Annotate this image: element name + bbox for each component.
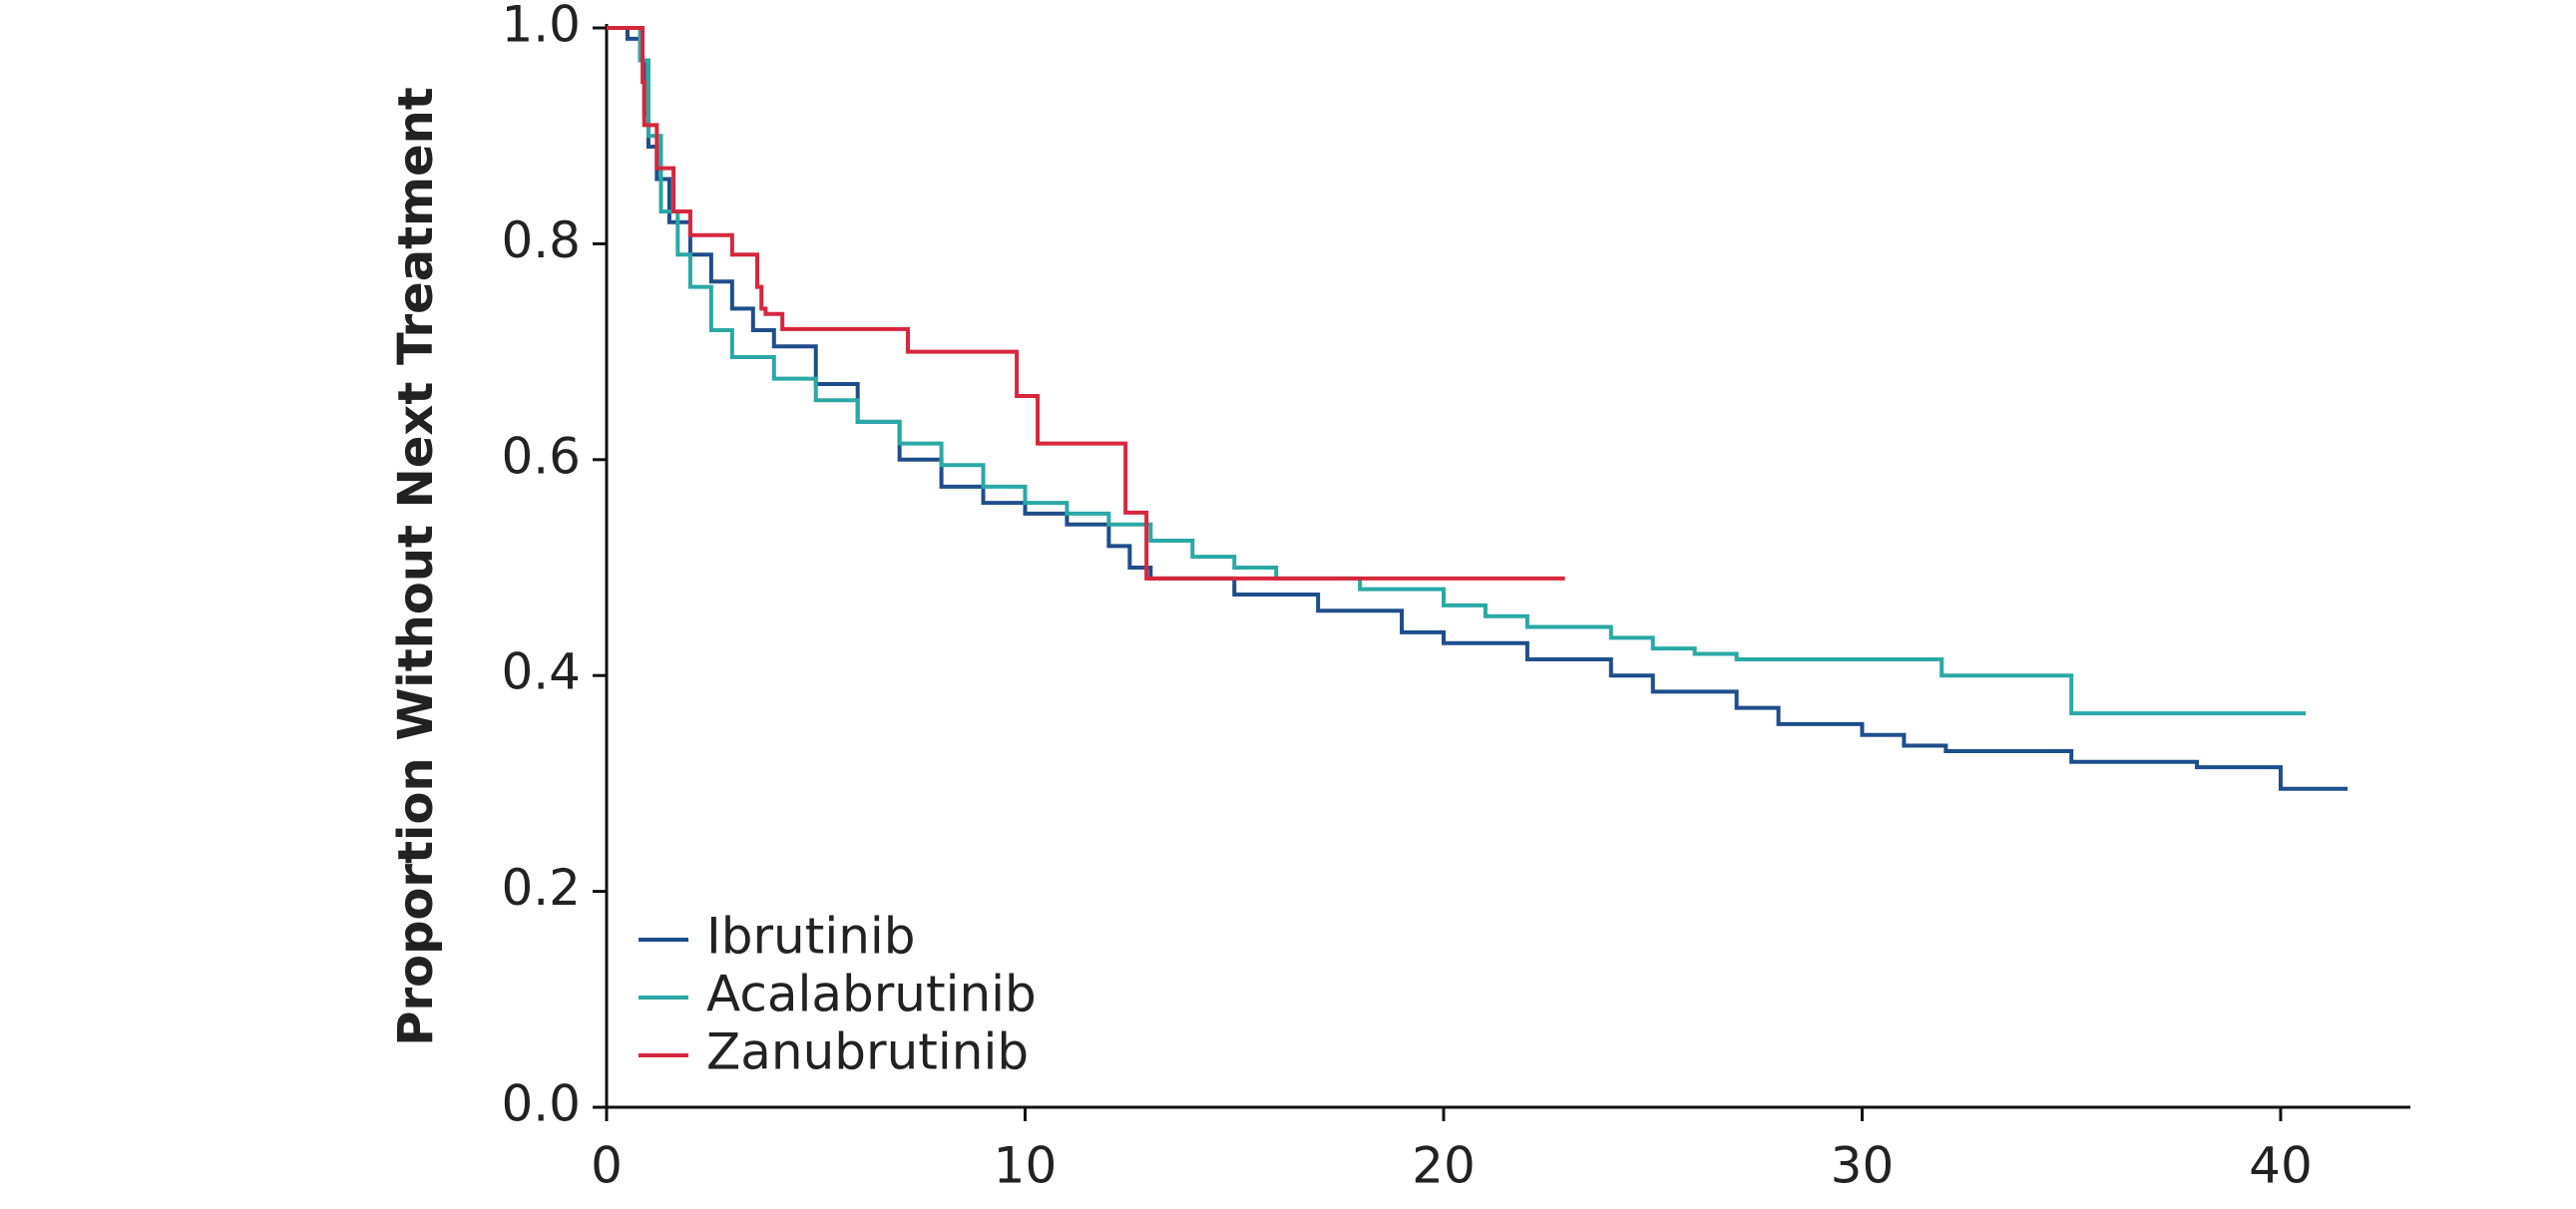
x-tick-label: 20 [1412, 1137, 1476, 1195]
y-tick-label: 0.6 [501, 427, 581, 485]
km-curve [607, 26, 1565, 581]
km-curve [607, 26, 2349, 791]
y-axis-title: Proportion Without Next Treatment [388, 87, 444, 1045]
legend-label: Acalabrutinib [706, 966, 1037, 1023]
y-tick-label: 0.8 [501, 211, 581, 269]
x-tick-label: 10 [994, 1137, 1058, 1195]
y-tick-label: 0.2 [501, 859, 581, 917]
y-tick-label: 0.0 [501, 1075, 581, 1133]
km-curve [607, 26, 2307, 716]
legend-label: Ibrutinib [706, 908, 916, 966]
x-tick-label: 40 [2249, 1137, 2313, 1195]
y-tick-label: 1.0 [501, 0, 581, 54]
x-tick-label: 30 [1831, 1137, 1895, 1195]
x-tick-label: 0 [591, 1137, 623, 1195]
legend-label: Zanubrutinib [706, 1023, 1029, 1081]
y-tick-label: 0.4 [501, 643, 581, 701]
